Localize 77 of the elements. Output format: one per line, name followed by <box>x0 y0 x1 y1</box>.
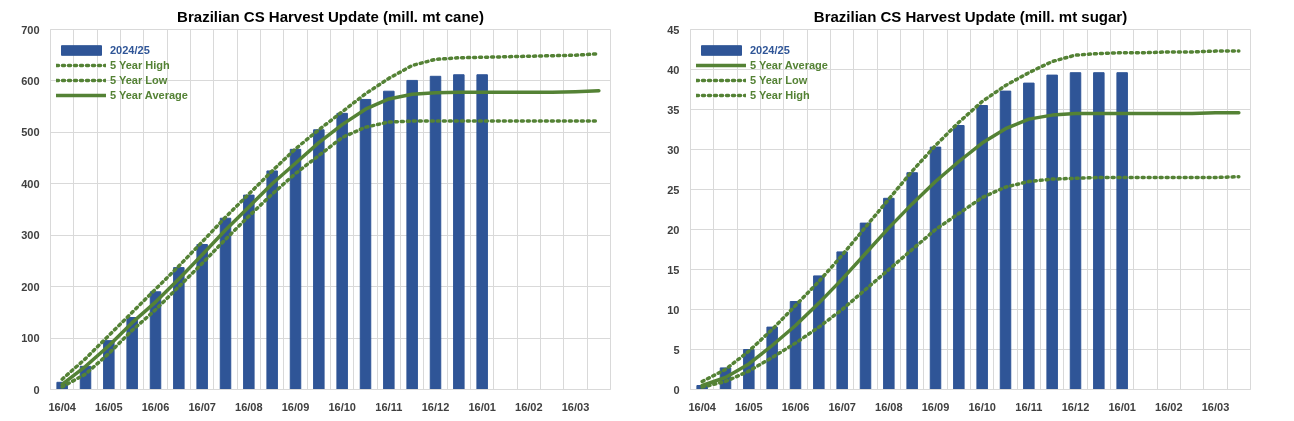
bar <box>406 79 418 390</box>
x-tick-label: 16/04 <box>688 400 717 413</box>
x-tick-label: 16/08 <box>875 400 903 413</box>
x-tick-label: 16/05 <box>735 400 763 413</box>
legend-label: 5 Year Average <box>110 89 188 101</box>
bar <box>196 243 208 390</box>
x-tick-label: 16/12 <box>1061 400 1090 413</box>
x-tick-label: 16/07 <box>828 400 856 413</box>
y-tick-label: 30 <box>667 143 680 156</box>
x-tick-label: 16/08 <box>235 400 263 413</box>
x-tick-label: 16/10 <box>328 400 356 413</box>
y-tick-label: 20 <box>667 223 680 236</box>
bar <box>929 146 942 390</box>
x-tick-label: 16/03 <box>561 400 590 413</box>
x-tick-label: 16/03 <box>1201 400 1230 413</box>
bar <box>453 74 465 390</box>
bar <box>476 74 488 390</box>
y-tick-label: 700 <box>21 23 40 36</box>
bar <box>266 170 278 390</box>
y-tick-label: 40 <box>667 63 680 76</box>
x-tick-label: 16/01 <box>1108 400 1136 413</box>
legend-label: 2024/25 <box>110 44 150 56</box>
legend-label: 5 Year Average <box>750 59 828 71</box>
x-tick-label: 16/05 <box>95 400 123 413</box>
bar <box>976 105 988 390</box>
x-tick-label: 16/02 <box>515 400 543 413</box>
bar <box>1116 72 1128 390</box>
chart-title: Brazilian CS Harvest Update (mill. mt cane) <box>177 7 484 25</box>
y-tick-label: 25 <box>667 183 680 196</box>
bar <box>289 148 302 390</box>
bar <box>953 125 965 390</box>
x-tick-label: 16/06 <box>141 400 170 413</box>
bar <box>429 75 442 390</box>
bar <box>1093 72 1105 390</box>
x-tick-label: 16/10 <box>968 400 996 413</box>
y-tick-label: 500 <box>21 126 40 139</box>
y-tick-label: 200 <box>21 280 40 293</box>
bar <box>883 197 895 390</box>
x-tick-label: 16/01 <box>468 400 496 413</box>
x-tick-label: 16/12 <box>421 400 450 413</box>
x-tick-label: 16/09 <box>921 400 950 413</box>
y-tick-label: 5 <box>673 343 680 356</box>
x-tick-label: 16/06 <box>781 400 810 413</box>
bar <box>243 194 255 390</box>
y-tick-label: 35 <box>667 103 680 116</box>
y-tick-label: 400 <box>21 177 40 190</box>
bar <box>999 90 1012 390</box>
legend-label: 5 Year High <box>750 89 810 101</box>
bar <box>906 172 918 390</box>
y-tick-label: 15 <box>667 263 680 276</box>
x-tick-label: 16/02 <box>1155 400 1183 413</box>
bar <box>1023 82 1035 390</box>
y-tick-label: 0 <box>33 383 40 396</box>
legend-label: 5 Year Low <box>750 74 808 86</box>
y-tick-label: 600 <box>21 74 40 87</box>
bar <box>313 129 325 390</box>
x-tick-label: 16/09 <box>281 400 310 413</box>
x-tick-label: 16/04 <box>48 400 77 413</box>
bar <box>1046 74 1058 390</box>
x-tick-label: 16/07 <box>188 400 216 413</box>
bar <box>173 267 185 390</box>
y-tick-label: 0 <box>673 383 680 396</box>
y-tick-label: 300 <box>21 229 40 242</box>
x-tick-label: 16/11 <box>375 400 403 413</box>
legend-label: 5 Year Low <box>110 74 168 86</box>
legend-label: 5 Year High <box>110 59 170 71</box>
x-tick-label: 16/11 <box>1015 400 1043 413</box>
bar <box>336 112 348 390</box>
bar <box>1069 72 1082 390</box>
chart-title: Brazilian CS Harvest Update (mill. mt sugar) <box>813 7 1128 25</box>
bar <box>359 98 372 390</box>
legend-label: 2024/25 <box>750 44 790 56</box>
bar <box>383 90 395 390</box>
bar <box>836 251 848 390</box>
y-tick-label: 10 <box>667 303 680 316</box>
y-tick-label: 45 <box>667 23 680 36</box>
y-tick-label: 100 <box>21 332 40 345</box>
